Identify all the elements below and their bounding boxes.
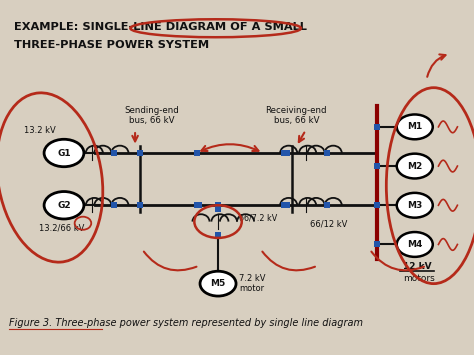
Text: M4: M4 [407,240,422,249]
Text: G1: G1 [57,148,71,158]
Text: 66/12 kV: 66/12 kV [310,220,348,229]
Circle shape [44,139,84,167]
Circle shape [397,232,433,257]
Text: 66/7.2 kV: 66/7.2 kV [239,214,278,223]
Text: M2: M2 [407,162,422,170]
Text: M5: M5 [210,279,226,288]
Circle shape [200,271,236,296]
Text: M1: M1 [407,122,422,131]
Circle shape [397,114,433,139]
Circle shape [44,192,84,219]
Text: Receiving-end
bus, 66 kV: Receiving-end bus, 66 kV [265,106,327,125]
Text: motor: motor [239,284,264,293]
Text: 12 kV: 12 kV [403,262,431,271]
Text: Figure 3. Three-phase power system represented by single line diagram: Figure 3. Three-phase power system repre… [9,318,364,328]
Text: THREE-PHASE POWER SYSTEM: THREE-PHASE POWER SYSTEM [14,40,210,50]
Text: Sending-end
bus, 66 kV: Sending-end bus, 66 kV [124,106,179,125]
Circle shape [397,154,433,179]
Text: 7.2 kV: 7.2 kV [239,274,266,283]
Text: motors: motors [403,274,435,283]
Text: M3: M3 [407,201,422,210]
Text: G2: G2 [57,201,71,210]
Text: 13.2/66 kV: 13.2/66 kV [39,223,84,232]
Text: 13.2 kV: 13.2 kV [25,126,56,135]
Text: EXAMPLE: SINGLE-LINE DIAGRAM OF A SMALL: EXAMPLE: SINGLE-LINE DIAGRAM OF A SMALL [14,22,307,32]
Circle shape [397,193,433,218]
